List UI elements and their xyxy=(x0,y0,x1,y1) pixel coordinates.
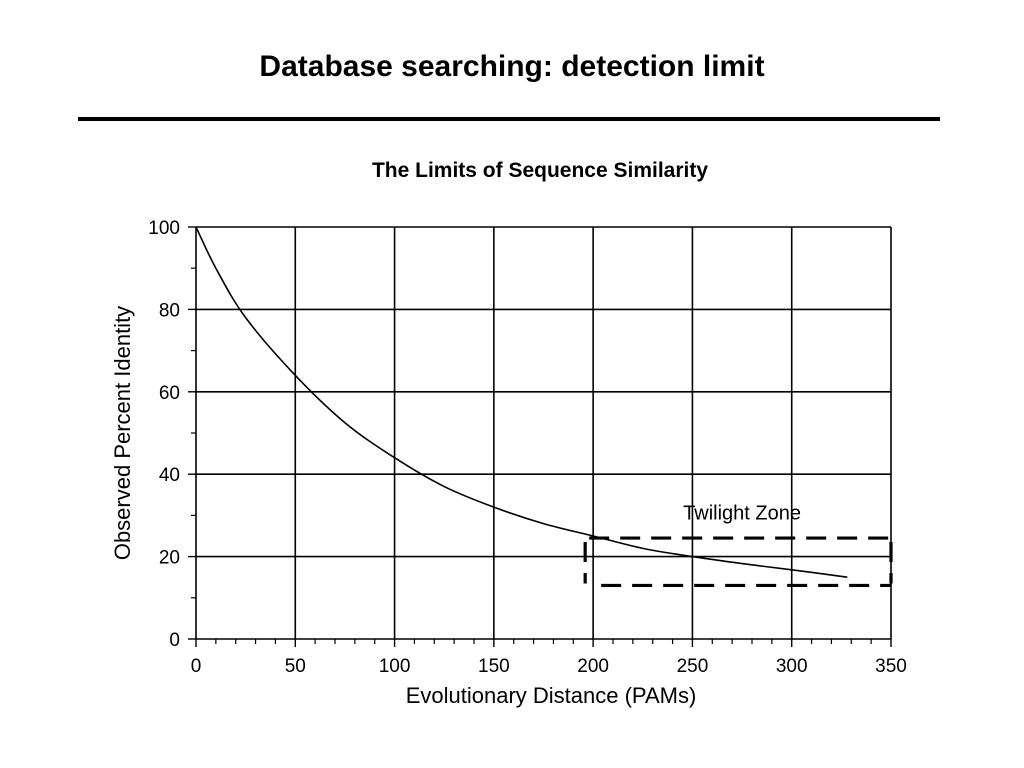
x-tick-labels: 0 50 100 150 200 250 300 350 xyxy=(191,656,907,677)
twilight-zone-label: Twilight Zone xyxy=(683,503,801,525)
x-tick-label: 150 xyxy=(478,656,510,677)
chart-grid xyxy=(188,226,892,647)
identity-curve xyxy=(195,226,848,578)
title-divider xyxy=(78,117,940,121)
y-tick-label: 0 xyxy=(169,630,180,651)
y-tick-label: 60 xyxy=(159,383,180,404)
x-tick-label: 0 xyxy=(191,656,202,677)
sequence-similarity-chart: The Limits of Sequence Similarity 0 50 100… xyxy=(110,159,907,708)
y-tick-labels: 0 20 40 60 80 100 xyxy=(148,218,180,651)
x-tick-label: 350 xyxy=(875,656,907,677)
slide-title: Database searching: detection limit xyxy=(259,50,765,83)
x-axis-label: Evolutionary Distance (PAMs) xyxy=(406,683,697,708)
minor-ticks xyxy=(191,267,872,644)
y-tick-label: 20 xyxy=(159,548,180,569)
x-tick-label: 250 xyxy=(677,656,709,677)
x-tick-label: 200 xyxy=(577,656,609,677)
twilight-zone-box xyxy=(583,536,893,588)
y-axis-label: Observed Percent Identity xyxy=(110,306,135,560)
x-tick-label: 300 xyxy=(776,656,808,677)
y-tick-label: 40 xyxy=(159,465,180,486)
chart-title: The Limits of Sequence Similarity xyxy=(372,159,708,182)
y-tick-label: 80 xyxy=(159,300,180,321)
y-tick-label: 100 xyxy=(148,218,180,239)
x-tick-label: 100 xyxy=(379,656,411,677)
x-tick-label: 50 xyxy=(285,656,306,677)
